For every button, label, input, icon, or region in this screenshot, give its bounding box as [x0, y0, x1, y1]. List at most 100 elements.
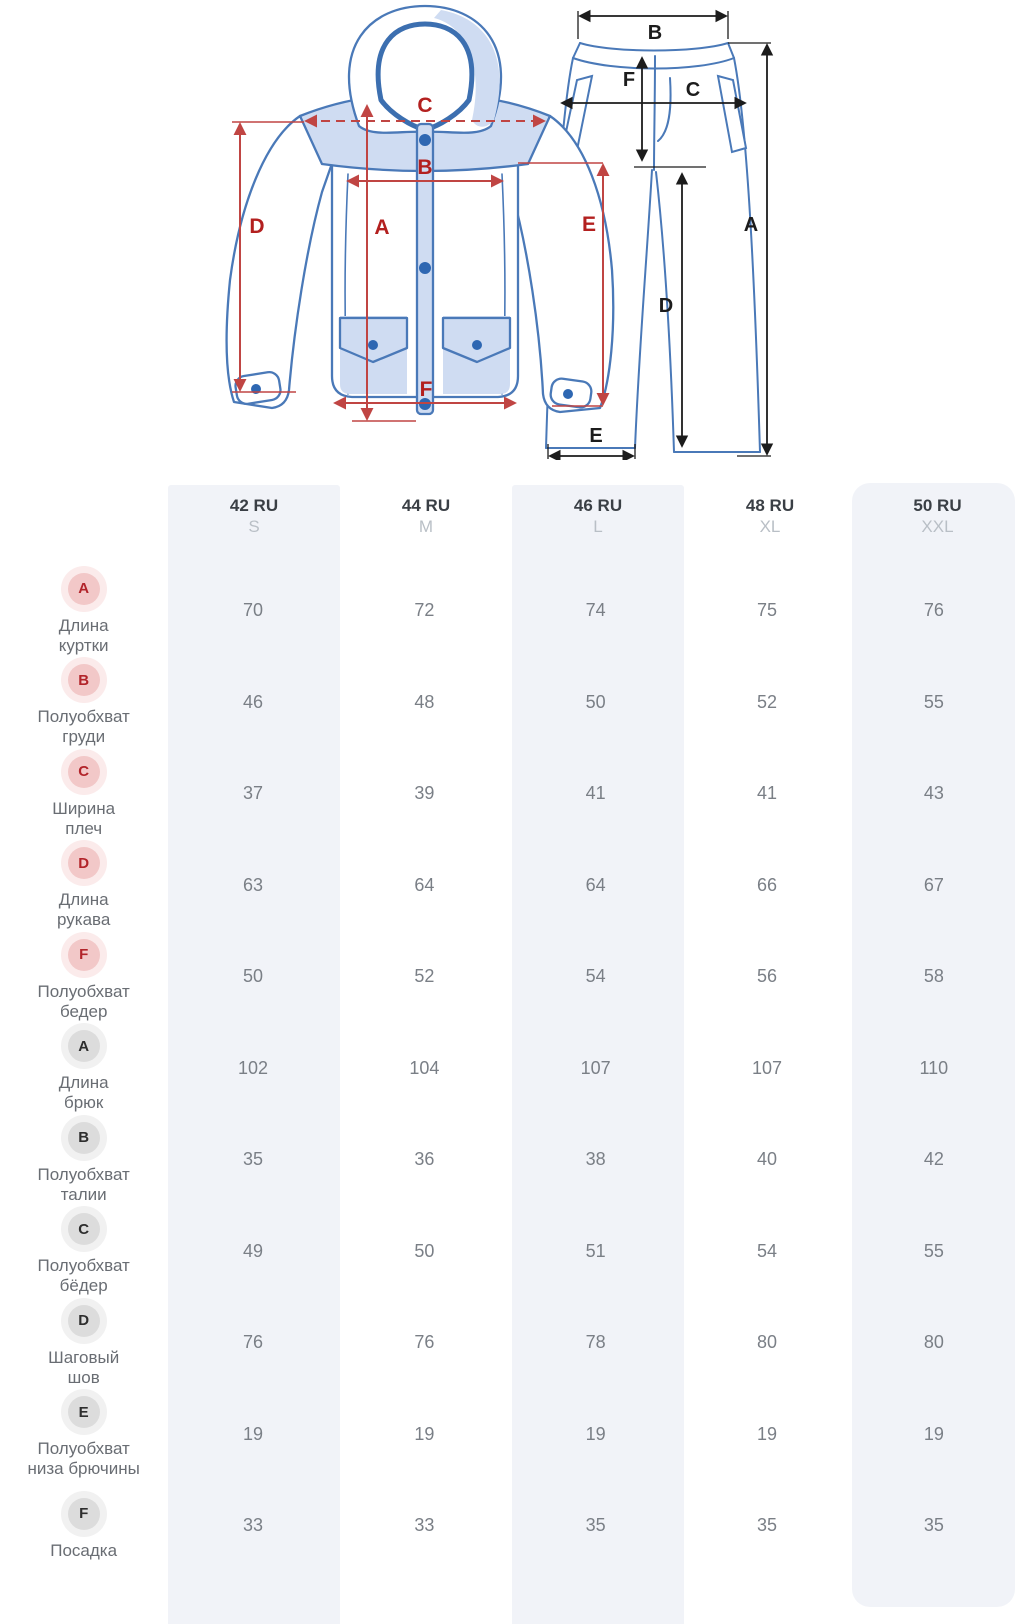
jacket-measure-c: C [417, 94, 432, 117]
row-label: Ширина [52, 798, 116, 818]
size-value: 19 [756, 1423, 777, 1444]
size-value: 50 [585, 691, 606, 712]
size-value: 107 [580, 1057, 611, 1078]
size-value: 37 [242, 783, 264, 804]
badge-letter: A [78, 1037, 90, 1055]
size-value: 33 [414, 1515, 435, 1536]
size-ru-label: 44 RU [401, 496, 451, 515]
size-ru-label: 42 RU [229, 496, 279, 515]
column-header-46ru: 46 RU L [512, 494, 684, 536]
badge-letter: C [78, 1220, 90, 1238]
jacket-measure-a: A [374, 216, 389, 239]
pants-measure-e: E [589, 425, 602, 447]
row-label: Полуобхват [37, 1439, 130, 1459]
badge-letter: B [78, 1129, 90, 1147]
measure-badge-jacket-b: B [60, 657, 107, 704]
size-value: 43 [923, 783, 944, 804]
size-value: 54 [585, 966, 606, 987]
row-label: Длина [58, 890, 109, 910]
size-value: 58 [923, 966, 944, 987]
pants-right-outseam [733, 57, 761, 453]
row-label-cell: C Полуобхват бёдер [0, 1206, 167, 1296]
table-row-jacket-a: A Длина куртки 70 72 74 75 76 [0, 565, 1015, 657]
pants-fly-line [653, 55, 656, 171]
row-label: куртки [58, 635, 109, 655]
row-label-cell: E Полуобхват низа брючины [0, 1389, 167, 1479]
measure-badge-jacket-a: A [60, 565, 107, 612]
row-label: Посадка [50, 1540, 118, 1560]
size-value: 75 [756, 600, 777, 621]
measure-badge-pants-f: F [60, 1490, 107, 1537]
column-header-50ru: 50 RU XXL [856, 494, 1019, 536]
size-value: 55 [923, 1240, 944, 1261]
size-value: 76 [414, 1332, 435, 1353]
badge-letter: F [79, 946, 89, 964]
size-value: 110 [919, 1057, 949, 1078]
size-value: 36 [414, 1149, 435, 1170]
measure-badge-jacket-f: F [60, 931, 107, 978]
pants-right-inseam [655, 171, 675, 453]
row-label-cell: D Длина рукава [0, 840, 167, 930]
pants-right-pocket [716, 74, 748, 154]
jacket-measures [232, 104, 610, 422]
size-value: 42 [923, 1149, 944, 1170]
measure-badge-pants-c: C [60, 1206, 107, 1253]
size-value: 74 [585, 600, 606, 621]
size-value: 76 [923, 600, 944, 621]
pants-measure-f: F [623, 69, 635, 91]
size-value: 102 [237, 1057, 269, 1078]
measure-badge-jacket-c: C [60, 748, 107, 795]
size-value: 51 [585, 1240, 606, 1261]
jacket-right-pocket-flap [441, 316, 512, 364]
table-row-pants-e: E Полуобхват низа брючины 19 19 19 19 19 [0, 1389, 1015, 1481]
badge-letter: F [79, 1505, 89, 1523]
size-intl-label: L [593, 517, 603, 536]
row-label-cell: F Полуобхват бедер [0, 931, 167, 1022]
size-value: 72 [414, 600, 435, 621]
row-label: Полуобхват [37, 1164, 130, 1184]
size-value: 64 [414, 874, 435, 895]
badge-letter: D [78, 1312, 90, 1330]
measure-badge-pants-a: A [60, 1023, 107, 1070]
table-row-jacket-d: D Длина рукава 63 64 64 66 67 [0, 840, 1015, 932]
column-header-44ru: 44 RU M [340, 494, 512, 536]
size-value: 64 [585, 874, 606, 895]
row-label-cell: A Длина куртки [0, 565, 167, 656]
size-value: 35 [585, 1515, 606, 1536]
row-label: талии [60, 1184, 107, 1204]
size-value: 48 [414, 691, 435, 712]
row-label: Полуобхват [37, 707, 130, 727]
size-value: 19 [242, 1423, 264, 1444]
column-header-42ru: 42 RU S [168, 494, 340, 536]
row-label: груди [62, 727, 106, 747]
table-row-pants-b: B Полуобхват талии 35 36 38 40 42 [0, 1114, 1015, 1206]
pants-waist-top [579, 42, 729, 52]
pants-measure-d: D [659, 295, 673, 317]
badge-letter: C [78, 763, 90, 781]
measure-badge-jacket-d: D [60, 840, 107, 887]
table-row-pants-d: D Шаговый шов 76 76 78 80 80 [0, 1297, 1015, 1389]
pants-fly-curve [657, 77, 672, 142]
pants-measure-c: C [686, 79, 700, 101]
row-label: Полуобхват [37, 981, 130, 1001]
column-shade-42ru [168, 485, 340, 1624]
measure-badge-pants-d: D [60, 1297, 107, 1344]
table-row-pants-a: A Длина брюк 102 104 107 107 110 [0, 1023, 1015, 1115]
size-intl-label: S [248, 517, 260, 536]
size-value: 40 [756, 1149, 777, 1170]
size-ru-label: 46 RU [573, 496, 623, 515]
row-label-cell: C Ширина плеч [0, 748, 167, 839]
size-value: 104 [409, 1057, 440, 1078]
row-label: Шаговый [48, 1347, 120, 1367]
size-value: 19 [414, 1423, 435, 1444]
jacket-measure-f: F [420, 378, 433, 401]
size-value: 35 [923, 1515, 944, 1536]
table-row-pants-f: F Посадка 33 33 35 35 35 [0, 1480, 1015, 1572]
badge-letter: A [78, 580, 90, 598]
badge-letter: E [78, 1403, 89, 1421]
size-intl-label: XXL [921, 517, 954, 536]
pants-left-inseam [634, 169, 653, 449]
size-value: 54 [756, 1240, 777, 1261]
row-label: шов [67, 1367, 100, 1387]
